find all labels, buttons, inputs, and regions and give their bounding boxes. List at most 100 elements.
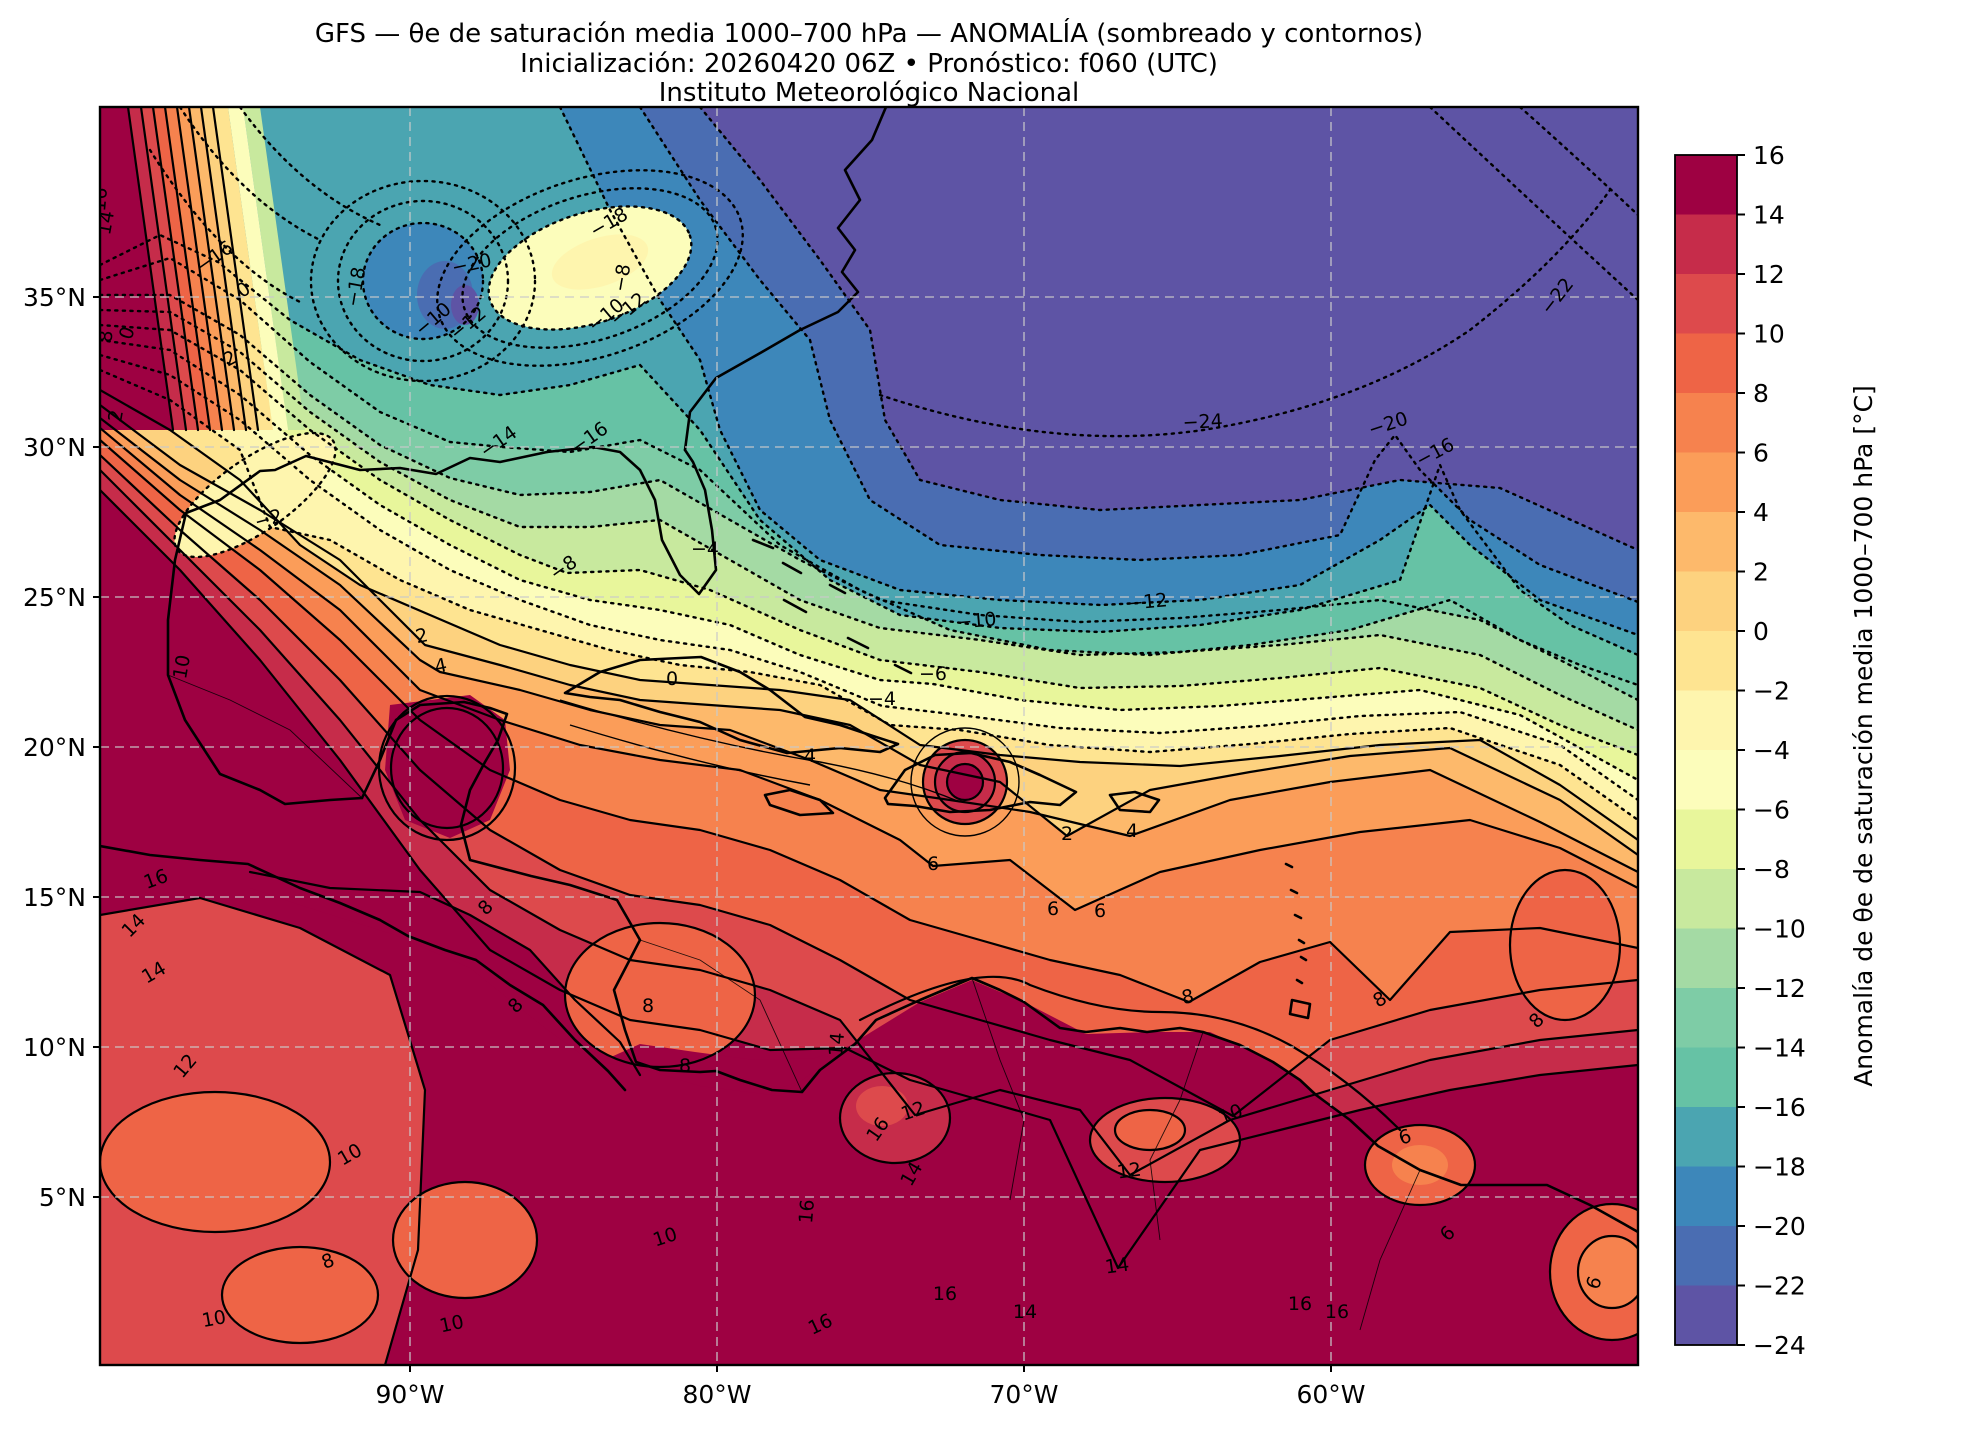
band-above--22: [700, 107, 1638, 550]
contour-label: 8: [679, 1055, 691, 1077]
dotted-contour--22: [698, 107, 1638, 552]
contour-label: 14: [1013, 1301, 1037, 1323]
dotted-contour--4: [100, 353, 1638, 802]
contour-label: −6: [919, 663, 947, 685]
colorbar-band: [1675, 333, 1737, 394]
plot-border: [98, 105, 1640, 1367]
contour-label: 16: [88, 186, 112, 212]
anomaly-shading-bands: [100, 107, 1638, 1268]
contour-label: 10: [438, 1311, 466, 1338]
lat-tick-label: 20°N: [23, 733, 86, 762]
contour-label: 14: [93, 209, 119, 237]
dotted-contour-details: [148, 107, 1638, 559]
contour-label: −12: [1127, 589, 1169, 614]
figure-title: GFS — θe de saturación media 1000–700 hP…: [315, 17, 1423, 49]
contour-label: 8: [1180, 985, 1196, 1009]
colorbar-tick-label: 12: [1753, 260, 1785, 289]
contour-label: 10: [169, 653, 195, 681]
colorbar-band: [1675, 869, 1737, 929]
northwest-warm-wedge: [100, 107, 305, 430]
colorbar-tick-label: −12: [1753, 974, 1806, 1003]
colorbar-band: [1675, 452, 1737, 513]
solid-contour-details: [100, 107, 1638, 1365]
central-america-hot-strip: [250, 872, 640, 1075]
contour-label: 2: [1061, 823, 1073, 845]
contour-label: −4: [691, 538, 719, 560]
contour-label: 6: [1047, 898, 1059, 920]
solid-contour-0: [100, 388, 1638, 842]
colorbar-band: [1675, 1047, 1737, 1108]
contour-label: 0: [666, 668, 678, 690]
contour-label: 2: [104, 408, 128, 424]
contour-label: −10: [956, 608, 998, 633]
colorbar: 16 14 12 10 8 6 4 2 0 −2 −4 −6 −8 −10 −12 −14 −16 −18 −20 −…: [1674, 141, 1806, 1360]
latlon-gridlines: [100, 107, 1638, 1365]
contour-label: 10: [200, 1306, 228, 1332]
colorbar-tick-label: −22: [1753, 1272, 1806, 1301]
colorbar-band: [1675, 690, 1737, 751]
contour-label: −4: [868, 688, 896, 710]
colorbar-tick-label: 16: [1753, 141, 1785, 170]
colorbar-tick-label: 2: [1753, 558, 1769, 587]
contour-label: 6: [927, 853, 939, 875]
dotted-contour--18: [558, 107, 1638, 637]
lat-tick-label: 15°N: [23, 883, 86, 912]
figure-institution: Instituto Meteorológico Nacional: [659, 78, 1079, 108]
dotted-contour--2: [100, 368, 1638, 822]
contour-label: 6: [1094, 900, 1106, 922]
solid-contour-10: [100, 453, 1638, 1118]
colorbar-tick-label: −10: [1753, 915, 1806, 944]
dotted-contour--8: [100, 323, 1638, 757]
cold-core-blob: [363, 223, 483, 339]
solid-contour-12: [100, 468, 1638, 1177]
lon-tick-label: 60°W: [1296, 1380, 1365, 1409]
pale-yellow-pocket: [488, 206, 692, 330]
lon-tick-label: 70°W: [989, 1380, 1058, 1409]
colorbar-band: [1675, 988, 1737, 1048]
colorbar-tick-label: 14: [1753, 201, 1785, 230]
colorbar-tick-label: −24: [1753, 1331, 1806, 1360]
colorbar-tick-label: 10: [1753, 320, 1785, 349]
colorbar-band: [1675, 214, 1737, 275]
coastlines: [100, 107, 1638, 1331]
colorbar-band: [1675, 512, 1737, 572]
colorbar-band: [1675, 393, 1737, 453]
colorbar-band: [1675, 1285, 1737, 1346]
contour-label: 4: [804, 745, 816, 767]
figure-subtitle: Inicialización: 20260420 06Z • Pronóstic…: [520, 49, 1218, 79]
colorbar-tick-label: −18: [1753, 1153, 1806, 1182]
contour-label: 8: [642, 995, 654, 1017]
colorbar-tick-label: −16: [1753, 1093, 1806, 1122]
yucatan-hot-blob: [385, 695, 510, 838]
lat-tick-label: 35°N: [23, 283, 86, 312]
dotted-contour--12: [100, 293, 1638, 702]
colorbar-band: [1675, 155, 1737, 215]
colorbar-tick-label: 8: [1753, 379, 1769, 408]
contour-label: 4: [433, 654, 449, 678]
colorbar-tick-label: −2: [1753, 677, 1790, 706]
colorbar-tick-label: −14: [1753, 1034, 1806, 1063]
contour-label: 4: [1126, 820, 1138, 842]
solid-contour-6: [100, 426, 1638, 912]
colorbar-band: [1675, 1166, 1737, 1227]
lon-tick-label: 90°W: [375, 1380, 444, 1409]
colorbar-tick-label: 0: [1753, 617, 1769, 646]
lat-tick-label: 30°N: [23, 433, 86, 462]
colorbar-axis-label: Anomalía de θe de saturación media 1000–…: [1849, 385, 1878, 1087]
colorbar-tick-label: −20: [1753, 1212, 1806, 1241]
colorbar-band: [1675, 928, 1737, 989]
contour-label: 8: [95, 329, 118, 343]
contour-label: 14: [825, 1031, 849, 1057]
lat-tick-label: 25°N: [23, 583, 86, 612]
dotted-contour--10: [100, 308, 1638, 732]
colorbar-band: [1675, 571, 1737, 632]
dotted-contour--6: [100, 338, 1638, 782]
lat-tick-label: 10°N: [23, 1033, 86, 1062]
colorbar-band: [1675, 809, 1737, 870]
solid-contour-14: [100, 488, 1638, 1270]
lon-tick-label: 80°W: [682, 1380, 751, 1409]
colorbar-band: [1675, 631, 1737, 691]
contour-label: 16: [933, 1283, 957, 1305]
contour-label: 16: [795, 1198, 819, 1224]
